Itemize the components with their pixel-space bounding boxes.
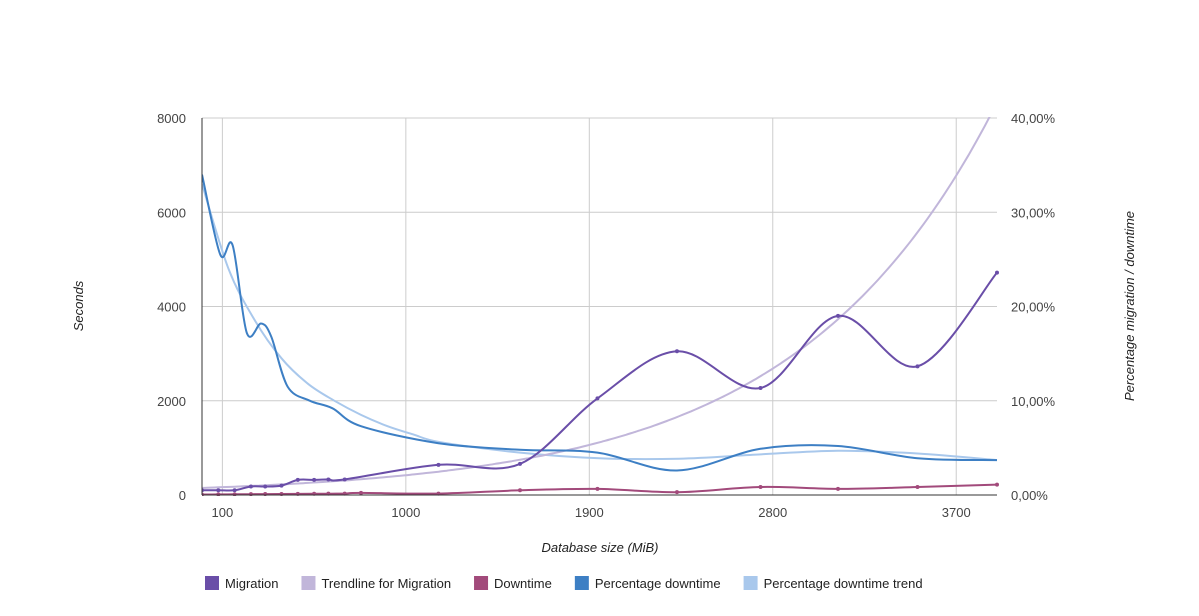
trendline-for-migration-line <box>202 117 991 489</box>
downtime-point <box>216 492 221 496</box>
legend-label-percentage-downtime-trend: Percentage downtime trend <box>764 576 923 591</box>
migration-point <box>595 396 600 401</box>
migration-point <box>758 386 763 391</box>
downtime-point <box>595 486 600 491</box>
y-right-tick-label: 40,00% <box>1011 111 1056 126</box>
axes: 0 2000 4000 6000 8000 0,00% 10,00% 20,00% 30,00%… <box>157 111 1055 520</box>
migration-point <box>518 461 522 466</box>
downtime-point <box>248 492 253 496</box>
downtime-point <box>232 492 237 496</box>
x-tick-label: 2800 <box>758 505 787 520</box>
legend-swatch-migration <box>205 576 219 590</box>
gridlines <box>202 117 997 495</box>
downtime-point <box>674 490 679 495</box>
downtime-point <box>758 484 763 489</box>
downtime-point <box>995 482 999 487</box>
x-axis-title: Database size (MiB) <box>541 540 658 555</box>
downtime-point <box>518 488 522 493</box>
migration-point <box>915 364 920 369</box>
downtime-point <box>915 484 920 489</box>
migration-point <box>263 484 268 489</box>
legend-swatch-downtime <box>474 576 489 590</box>
percentage-downtime-trend-line <box>202 183 998 462</box>
y-left-tick-label: 4000 <box>157 300 186 315</box>
y-left-tick-label: 2000 <box>157 394 186 409</box>
x-tick-label: 100 <box>212 505 234 520</box>
legend: Migration Trendline for Migration Downtime… <box>205 576 923 591</box>
legend-label-trendline-for-migration: Trendline for Migration <box>321 576 451 591</box>
migration-point <box>216 488 221 493</box>
migration-point <box>836 313 840 318</box>
migration-point <box>436 462 441 467</box>
y-left-tick-label: 0 <box>179 488 186 503</box>
y-left-tick-label: 8000 <box>157 111 186 126</box>
legend-label-migration: Migration <box>225 576 278 591</box>
downtime-point <box>836 486 840 491</box>
x-tick-label: 3700 <box>942 505 971 520</box>
migration-point <box>674 349 679 354</box>
migration-point <box>248 484 253 489</box>
legend-swatch-percentage-downtime <box>574 576 589 590</box>
series-lines <box>202 117 999 496</box>
downtime-line <box>202 483 998 496</box>
legend-swatch-percentage-downtime-trend <box>743 576 758 590</box>
y-left-tick-label: 6000 <box>157 205 186 220</box>
migration-point <box>279 483 284 488</box>
migration-point <box>326 477 331 482</box>
y-axis-right-title: Percentage migration / downtime <box>1122 211 1137 401</box>
y-axis-left-title: Seconds <box>71 280 86 331</box>
y-right-tick-label: 20,00% <box>1011 300 1056 315</box>
x-tick-label: 1000 <box>391 505 420 520</box>
migration-point <box>342 477 347 482</box>
migration-point <box>232 488 237 493</box>
legend-label-percentage-downtime: Percentage downtime <box>595 576 721 591</box>
y-right-tick-label: 10,00% <box>1011 394 1056 409</box>
legend-swatch-trendline-for-migration <box>301 576 316 590</box>
x-tick-label: 1900 <box>575 505 604 520</box>
migration-line <box>202 271 998 492</box>
legend-label-downtime: Downtime <box>494 576 552 591</box>
y-right-tick-label: 30,00% <box>1011 205 1056 220</box>
downtime-point <box>359 490 363 495</box>
migration-point <box>995 270 999 275</box>
y-right-tick-label: 0,00% <box>1011 488 1048 503</box>
percentage-downtime-line <box>202 174 998 472</box>
migration-point <box>295 477 300 482</box>
migration-point <box>312 477 317 482</box>
